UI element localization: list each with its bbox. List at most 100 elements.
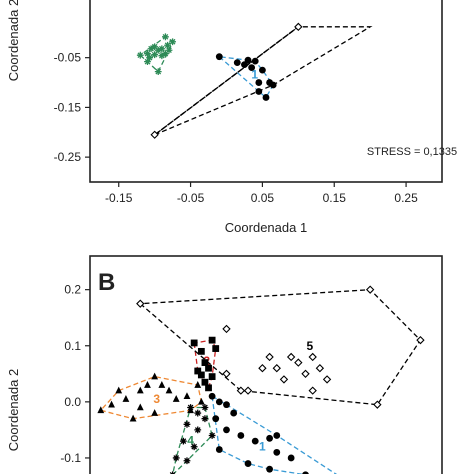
panel-b-point-g5-5 bbox=[258, 364, 267, 373]
panel-b-point-g1-12 bbox=[244, 460, 252, 467]
panel-b-frame bbox=[89, 255, 443, 474]
panel-b-point-g3-13 bbox=[197, 397, 205, 405]
panel-a-point-g1-9 bbox=[164, 41, 171, 49]
panel-a-x-axis-label: Coordenada 1 bbox=[225, 220, 307, 235]
panel-b-point-g1-13 bbox=[266, 465, 273, 473]
panel-b-point-g3-10 bbox=[172, 395, 180, 402]
panel-b-point-g1-17 bbox=[215, 446, 223, 453]
panel-b-y-tick-label: 0.0 bbox=[64, 395, 81, 409]
panel-b-point-g3-9 bbox=[165, 386, 173, 394]
panel-b-point-g5-14 bbox=[322, 375, 332, 384]
panel-b-point-g4-6 bbox=[208, 432, 216, 439]
panel-b-point-g3-8 bbox=[158, 381, 166, 388]
panel-b-point-g5-4 bbox=[236, 386, 246, 395]
panel-b-point-g4-3 bbox=[201, 415, 209, 423]
panel-a-point-g1-14 bbox=[162, 33, 169, 41]
panel-a-y-tick-label: -0.15 bbox=[54, 100, 82, 114]
panel-a-x-tick-label: 0.05 bbox=[251, 191, 275, 205]
panel-a: 1 -0.05 -0.15 -0.25 -0.15 -0.05 0.05 0.15 0.25… bbox=[6, 0, 457, 235]
panel-a-hull-1 bbox=[139, 36, 174, 73]
panel-a-point-g1-3 bbox=[147, 45, 155, 53]
panel-a-point-g1-11 bbox=[151, 51, 159, 59]
panel-a-point-g1-5 bbox=[154, 46, 162, 54]
panel-b-point-g2-8 bbox=[205, 384, 212, 392]
panel-b-point-g1-6 bbox=[223, 426, 230, 434]
panel-b-hull-3 bbox=[99, 375, 203, 420]
panel-b-point-g5-19 bbox=[243, 386, 253, 395]
panel-b-point-g3-7 bbox=[151, 372, 159, 380]
panel-b-point-g1-4 bbox=[230, 409, 238, 417]
panel-b-point-g5-15 bbox=[365, 285, 375, 294]
panel-b-point-g3-2 bbox=[108, 400, 115, 408]
panel-b-point-g5-16 bbox=[416, 335, 425, 345]
panel-a-point-g1-1 bbox=[136, 51, 144, 59]
panel-b-point-g5-11 bbox=[301, 369, 310, 378]
panel-b-point-g3-11 bbox=[183, 392, 191, 400]
panel-b-point-g2-11 bbox=[208, 336, 216, 344]
panel-b-letter: B bbox=[98, 269, 115, 296]
panel-a-point-g2-2 bbox=[233, 59, 241, 67]
panel-b-point-g5-17 bbox=[373, 400, 382, 409]
panel-b-point-g4-2 bbox=[194, 409, 202, 417]
panel-b-point-g4-1 bbox=[187, 404, 194, 411]
panel-a-points bbox=[136, 22, 303, 139]
panel-b-point-g5-3 bbox=[222, 369, 231, 378]
panel-b-group-label-1: 1 bbox=[259, 439, 266, 453]
panel-a-point-g1-2 bbox=[144, 50, 151, 58]
panel-b-point-g3-3 bbox=[115, 386, 123, 394]
panel-b-point-g3-1 bbox=[97, 406, 105, 414]
panel-a-point-g1-13 bbox=[144, 58, 151, 66]
panel-b-point-g2-4 bbox=[205, 364, 212, 372]
panel-a-y-tick-label: -0.05 bbox=[54, 51, 82, 65]
panel-b-point-g2-6 bbox=[194, 367, 202, 375]
panel-b-point-g5-13 bbox=[315, 364, 325, 373]
panel-a-point-g2-8 bbox=[255, 79, 263, 86]
panel-b-point-g1-3 bbox=[223, 401, 230, 409]
panel-b-point-g4-5 bbox=[194, 426, 202, 434]
panel-a-y-ticks: -0.05 -0.15 -0.25 bbox=[54, 51, 90, 164]
panel-b-y-axis-label: Coordenada 2 bbox=[6, 369, 21, 451]
panel-b-point-g2-5 bbox=[197, 371, 205, 379]
panel-a-x-tick-label: -0.15 bbox=[105, 191, 133, 205]
panel-b-point-g4-12 bbox=[201, 404, 209, 411]
panel-b-point-g4-9 bbox=[172, 454, 180, 462]
panel-b: B 12345 0.20.10.0-0.1 Coordenada 2 bbox=[6, 255, 443, 474]
panel-b-point-g5-7 bbox=[272, 364, 281, 373]
panel-a-point-g1-6 bbox=[158, 45, 166, 53]
panel-a-point-g2-6 bbox=[248, 64, 256, 72]
panel-b-point-g5-2 bbox=[222, 324, 231, 334]
panel-b-point-g2-10 bbox=[212, 345, 220, 352]
panel-a-point-g2-1 bbox=[215, 53, 223, 61]
panel-b-point-g1-1 bbox=[208, 392, 216, 400]
panel-a-point-g1-16 bbox=[154, 68, 162, 75]
panel-b-point-g5-6 bbox=[265, 352, 274, 362]
panel-b-point-g3-6 bbox=[144, 381, 151, 388]
panel-b-point-g5-8 bbox=[279, 375, 289, 384]
panel-a-point-g1-7 bbox=[162, 50, 169, 58]
panel-b-point-g4-7 bbox=[179, 437, 187, 445]
panel-b-point-g3-5 bbox=[136, 386, 144, 394]
panel-b-group-label-5: 5 bbox=[306, 339, 313, 353]
panel-b-y-ticks: 0.2 0.1 0.0 -0.1 bbox=[60, 283, 90, 465]
panel-a-point-g2-11 bbox=[255, 88, 263, 95]
panel-b-hull-1 bbox=[211, 394, 338, 474]
panel-b-points bbox=[97, 285, 425, 474]
panel-b-point-g4-10 bbox=[183, 457, 191, 465]
panel-a-group-label-1: 1 bbox=[251, 68, 258, 82]
panel-b-point-g1-8 bbox=[251, 437, 259, 445]
panel-a-point-g1-12 bbox=[146, 54, 154, 62]
panel-b-point-g5-18 bbox=[308, 386, 317, 395]
panel-b-point-g1-15 bbox=[302, 471, 309, 474]
panel-b-point-g2-2 bbox=[197, 347, 205, 355]
panel-a-x-ticks: -0.15 -0.05 0.05 0.15 0.25 bbox=[105, 182, 418, 205]
panel-a-point-g3-2 bbox=[150, 130, 159, 139]
panel-b-hull-5 bbox=[138, 289, 422, 406]
panel-b-point-g1-7 bbox=[237, 432, 245, 439]
panel-b-point-g3-12 bbox=[194, 381, 202, 388]
stress-annotation: STRESS = 0,1335 bbox=[367, 146, 457, 158]
panel-b-group-label-3: 3 bbox=[153, 392, 160, 406]
panel-a-point-g2-5 bbox=[251, 57, 259, 65]
panel-b-point-g3-4 bbox=[122, 395, 130, 402]
panel-b-point-g3-17 bbox=[151, 409, 159, 416]
panel-b-point-g1-14 bbox=[287, 454, 295, 462]
